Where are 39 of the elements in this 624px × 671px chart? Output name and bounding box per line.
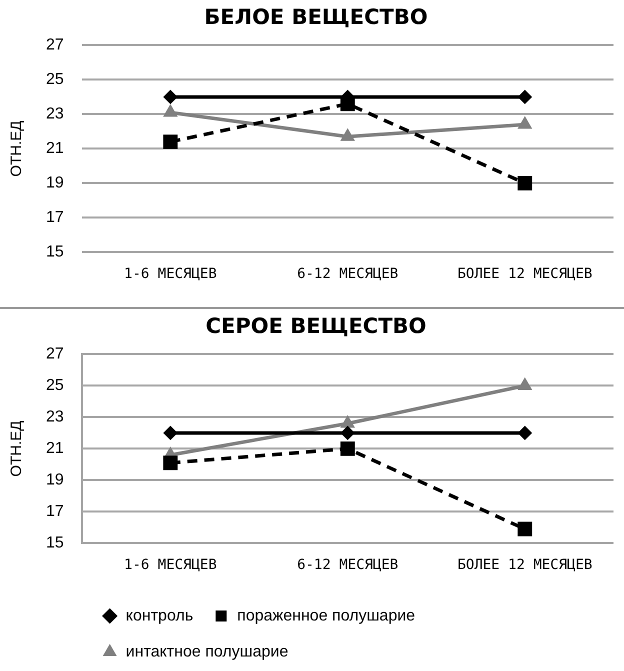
point (518, 176, 532, 190)
chart-title: БЕЛОЕ ВЕЩЕСТВО (204, 5, 428, 30)
y-axis-title: ОТН.ЕД (8, 120, 26, 177)
point (163, 426, 178, 440)
point (163, 456, 178, 470)
point (518, 522, 532, 536)
x-tick-label: 6-12 МЕСЯЦЕВ (297, 557, 398, 574)
chart-title: СЕРОЕ ВЕЩЕСТВО (206, 314, 426, 338)
y-tick-label: 23 (46, 106, 64, 123)
point (163, 134, 178, 150)
y-tick-label: 23 (46, 408, 64, 426)
point (340, 426, 355, 440)
y-axis-title: ОТН.ЕД (8, 420, 26, 477)
x-tick-label: 1-6 МЕСЯЦЕВ (124, 557, 217, 574)
legend-label: пораженное полушарие (237, 607, 416, 624)
y-tick-label: 15 (46, 534, 64, 552)
y-tick-label: 27 (46, 346, 64, 363)
y-tick-label: 21 (46, 440, 64, 458)
y-tick-label: 27 (46, 36, 64, 54)
y-tick-label: 25 (46, 71, 64, 88)
y-tick-label: 21 (46, 140, 64, 158)
y-tick-label: 15 (46, 244, 64, 261)
y-tick-label: 19 (46, 174, 64, 192)
x-tick-label: БОЛЕЕ 12 МЕСЯЦЕВ (457, 266, 592, 282)
point (518, 90, 532, 104)
point (518, 378, 532, 390)
point (518, 426, 532, 440)
point (340, 416, 355, 428)
legend-label: интактное полушарие (126, 643, 288, 660)
x-tick-label: 6-12 МЕСЯЦЕВ (297, 266, 398, 282)
point (163, 90, 178, 104)
point (340, 441, 355, 456)
y-tick-label: 25 (46, 377, 64, 394)
x-tick-label: БОЛЕЕ 12 МЕСЯЦЕВ (457, 557, 592, 574)
legend-label: контроль (126, 607, 194, 624)
x-tick-label: 1-6 МЕСЯЦЕВ (124, 266, 217, 282)
y-tick-label: 17 (46, 209, 64, 226)
y-tick-label: 17 (46, 503, 64, 520)
y-tick-label: 19 (46, 472, 64, 489)
